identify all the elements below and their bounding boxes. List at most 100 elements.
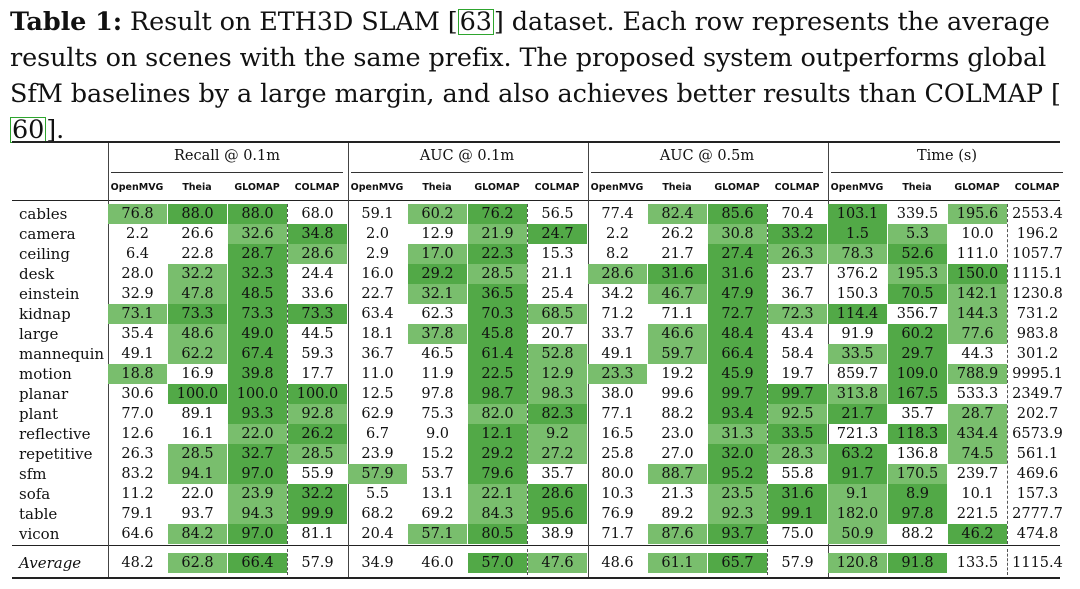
table-cell: 8.9 [888,484,947,504]
citation-link-63[interactable]: 63 [457,7,494,37]
table-cell: 68.2 [361,506,394,522]
colmap-separator [767,204,768,544]
table-cell: 89.1 [181,406,214,422]
method-header: OpenMVG [110,182,164,193]
method-header: COLMAP [534,182,580,193]
table-cell: 11.2 [121,486,154,502]
table-cell: 16.9 [181,366,214,382]
table-cell: 65.7 [708,553,767,573]
table-cell: 100.0 [288,384,347,404]
table-cell: 2.2 [605,226,630,242]
table-cell: 18.8 [108,364,167,384]
group-header: Time (s) [916,148,977,164]
header-rule [12,200,1060,201]
table-cell: 1.5 [828,224,887,244]
table-cell: 93.7 [181,506,214,522]
table-cell: 46.0 [421,555,454,571]
table-cell: 721.3 [836,426,879,442]
table-cell: 28.3 [768,444,827,464]
table-cell: 36.7 [781,286,814,302]
table-cell: 97.8 [421,386,454,402]
table-cell: 74.5 [948,444,1007,464]
table-cell: 32.7 [228,444,287,464]
table-cell: 22.3 [468,244,527,264]
table-cell: 67.4 [228,344,287,364]
table-cell: 61.1 [648,553,707,573]
table-cell: 28.0 [121,266,154,282]
table-cell: 34.2 [601,286,634,302]
table-cell: 80.5 [468,524,527,544]
table-cell: 62.2 [168,344,227,364]
table-cell: 97.8 [888,504,947,524]
table-cell: 22.8 [181,246,214,262]
table-cell: 83.2 [121,466,154,482]
table-cell: 12.9 [528,364,587,384]
table-cell: 100.0 [168,384,227,404]
table-cell: 1057.7 [1012,246,1063,262]
column-separator [108,143,109,577]
table-cell: 92.5 [768,404,827,424]
table-cell: 144.3 [948,304,1007,324]
caption-label: Table 1: [10,7,123,37]
table-cell: 142.1 [948,284,1007,304]
table-cell: 88.7 [648,464,707,484]
citation-link-60[interactable]: 60 [10,115,47,145]
table-cell: 19.2 [661,366,694,382]
table-cell: 46.7 [648,284,707,304]
table-cell: 68.0 [301,206,334,222]
table-cell: 31.6 [768,484,827,504]
method-header: OpenMVG [350,182,404,193]
method-header: Theia [662,182,692,193]
table-cell: 202.7 [1016,406,1059,422]
table-cell: 77.4 [601,206,634,222]
table-cell: 21.3 [661,486,694,502]
table-cell: 63.2 [828,444,887,464]
table-cell: 28.6 [588,264,647,284]
table-cell: 8.2 [605,246,630,262]
table-cell: 26.3 [121,446,154,462]
table-cell: 23.3 [588,364,647,384]
table-cell: 48.5 [228,284,287,304]
method-header: Theia [422,182,452,193]
table-cell: 2349.7 [1012,386,1063,402]
table-cell: 28.7 [228,244,287,264]
table-cell: 34.8 [288,224,347,244]
table-cell: 80.0 [601,466,634,482]
method-header: Theia [902,182,932,193]
table-cell: 62.8 [168,553,227,573]
table-cell: 111.0 [956,246,999,262]
table-cell: 21.1 [541,266,574,282]
table-cell: 182.0 [828,504,887,524]
table-cell: 15.3 [541,246,574,262]
table-cell: 57.0 [468,553,527,573]
table-cell: 94.1 [168,464,227,484]
scene-name: einstein [19,285,80,303]
table-cell: 32.3 [228,264,287,284]
group-header: AUC @ 0.1m [419,148,515,164]
table-cell: 57.9 [781,555,814,571]
table-cell: 48.6 [601,555,634,571]
table-cell: 9.2 [528,424,587,444]
table-cell: 356.7 [896,306,939,322]
table-cell: 301.2 [1016,346,1059,362]
table-cell: 109.0 [888,364,947,384]
table-cell: 26.6 [181,226,214,242]
table-cell: 23.9 [361,446,394,462]
scene-name: motion [19,365,72,383]
table-cell: 1115.4 [1012,555,1063,571]
table-cell: 434.4 [948,424,1007,444]
table-cell: 49.0 [228,324,287,344]
table-cell: 66.4 [708,344,767,364]
method-header: GLOMAP [234,182,280,193]
table-cell: 91.7 [828,464,887,484]
table-cell: 26.2 [288,424,347,444]
table-cell: 99.7 [768,384,827,404]
table-cell: 73.3 [228,304,287,324]
group-header: Recall @ 0.1m [173,148,281,164]
table-cell: 10.0 [961,226,994,242]
table-cell: 9.0 [425,426,450,442]
table-cell: 6.4 [125,246,150,262]
colmap-separator [1007,549,1008,575]
caption-text-c: ]. [46,115,65,145]
table-cell: 23.0 [661,426,694,442]
